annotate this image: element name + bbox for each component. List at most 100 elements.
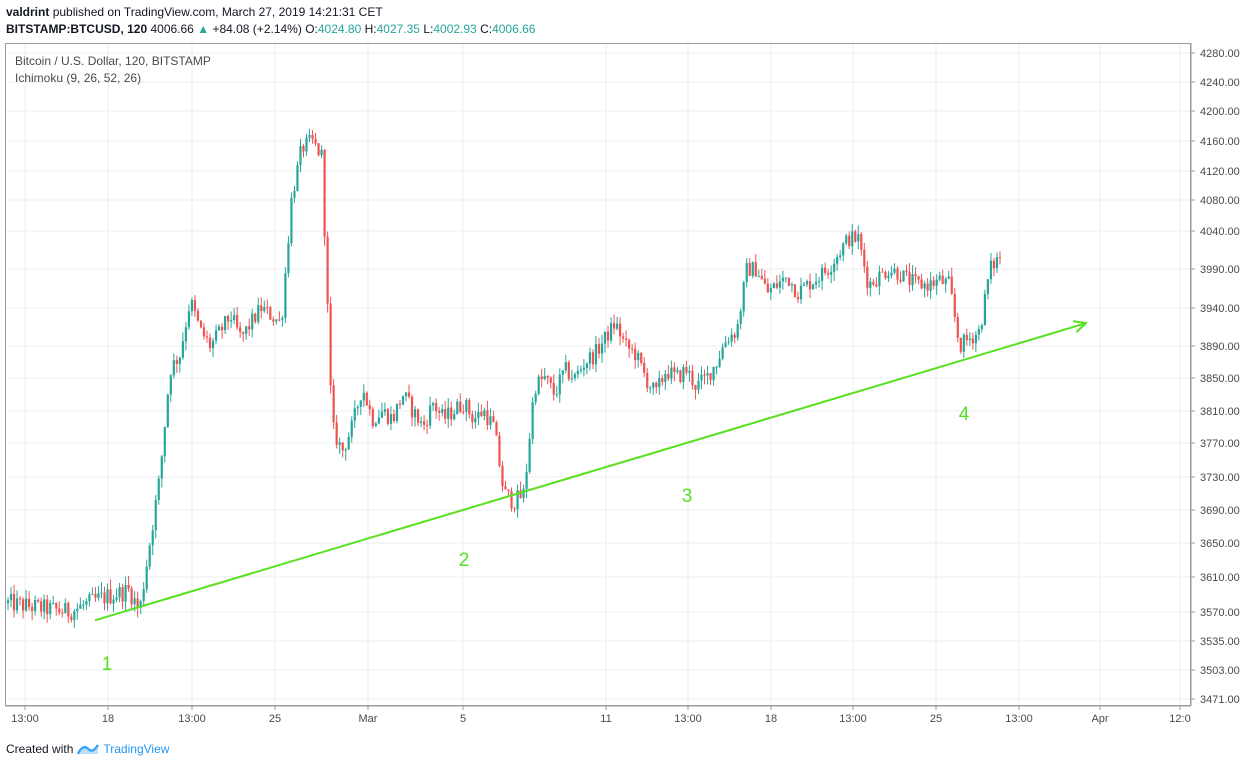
candle-body xyxy=(404,392,408,397)
candle-body xyxy=(356,406,359,409)
y-tick-label: 3610.00 xyxy=(1200,572,1240,584)
candle-body xyxy=(21,599,25,611)
candle-body xyxy=(552,382,555,395)
candle-body xyxy=(498,435,501,466)
candle-body xyxy=(655,382,658,388)
candle-body xyxy=(332,385,335,423)
candle-body xyxy=(341,442,344,451)
candle-body xyxy=(588,352,592,364)
candle-body xyxy=(257,305,260,322)
candle-body xyxy=(745,262,748,283)
candle-body xyxy=(956,316,959,338)
candle-body xyxy=(748,262,751,276)
candle-body xyxy=(362,392,365,401)
y-tick-label: 4040.00 xyxy=(1200,226,1240,238)
x-tick-label: 18 xyxy=(765,713,777,725)
swing-point-label: 4 xyxy=(959,404,970,425)
candle-body xyxy=(76,608,79,612)
y-tick-label: 3990.00 xyxy=(1200,264,1240,276)
candle-body xyxy=(778,281,781,288)
candle-body xyxy=(380,411,383,418)
candle-body xyxy=(82,604,85,606)
candle-body xyxy=(477,411,480,419)
candle-body xyxy=(18,598,22,600)
candle-body xyxy=(866,266,869,288)
candle-body xyxy=(266,307,269,309)
y-tick-label: 3650.00 xyxy=(1200,538,1240,550)
y-tick-label: 4200.00 xyxy=(1200,106,1240,118)
candle-body xyxy=(374,423,377,427)
trendline-group xyxy=(94,320,1089,622)
candle-body xyxy=(814,281,818,285)
swing-point-label: 3 xyxy=(682,486,693,507)
candle-body xyxy=(667,374,670,379)
candle-body xyxy=(995,257,999,269)
y-tick-label: 3503.00 xyxy=(1200,665,1240,677)
candle-body xyxy=(570,378,573,380)
candle-body xyxy=(736,324,739,338)
candle-body xyxy=(718,358,721,367)
candle-body xyxy=(564,362,567,371)
candle-body xyxy=(908,272,911,286)
candle-body xyxy=(805,281,809,285)
candle-body xyxy=(926,283,929,291)
support-trendline xyxy=(94,322,1087,622)
published-text: published on TradingView.com, March 27, … xyxy=(52,5,383,19)
candle-body xyxy=(763,278,766,284)
candle-body xyxy=(682,367,685,383)
candle-body xyxy=(555,394,558,396)
candle-body xyxy=(709,373,712,381)
candle-body xyxy=(842,243,845,256)
candle-body xyxy=(730,334,733,342)
candle-body xyxy=(211,340,215,349)
candle-body xyxy=(438,411,441,413)
candle-body xyxy=(703,374,706,376)
x-tick-label: 18 xyxy=(102,713,114,725)
candle-body xyxy=(55,603,58,609)
candle-body xyxy=(676,370,679,372)
candle-body xyxy=(130,588,133,605)
brand-link[interactable]: TradingView xyxy=(103,742,170,756)
close-label: C: xyxy=(480,22,493,36)
candle-body xyxy=(833,263,836,272)
candle-body xyxy=(97,593,100,598)
candle-body xyxy=(236,315,239,328)
candle-body xyxy=(848,235,851,247)
y-tick-label: 3730.00 xyxy=(1200,472,1240,484)
publish-info: valdrint published on TradingView.com, M… xyxy=(6,5,383,19)
candle-body xyxy=(504,486,507,490)
candle-body xyxy=(64,602,67,614)
candle-body xyxy=(688,370,691,373)
y-tick-label: 3690.00 xyxy=(1200,505,1240,517)
open-label: O: xyxy=(305,22,318,36)
x-tick-label: 5 xyxy=(460,713,466,725)
candle-body xyxy=(525,471,528,489)
candle-body xyxy=(139,601,142,609)
candle-body xyxy=(887,275,890,279)
author-name[interactable]: valdrint xyxy=(6,5,50,19)
swing-point-label: 2 xyxy=(459,550,470,571)
candle-body xyxy=(769,288,772,293)
candle-body xyxy=(793,284,797,297)
candle-body xyxy=(612,323,616,329)
candle-body xyxy=(419,421,423,423)
indicator-label[interactable]: Ichimoku (9, 26, 52, 26) xyxy=(15,71,142,85)
candle-body xyxy=(290,197,293,244)
candle-body xyxy=(148,545,151,567)
candle-body xyxy=(335,422,338,445)
candle-body xyxy=(751,262,754,276)
candle-body xyxy=(441,409,444,413)
candle-body xyxy=(453,413,456,420)
candle-body xyxy=(938,275,941,280)
candle-body xyxy=(932,280,935,286)
candle-body xyxy=(561,370,564,375)
candle-body xyxy=(94,593,97,598)
candle-body xyxy=(426,424,429,426)
candle-body xyxy=(661,378,664,382)
candle-body xyxy=(281,317,284,320)
candle-body xyxy=(422,421,426,425)
candle-body xyxy=(136,598,139,609)
candle-body xyxy=(585,363,589,368)
candle-body xyxy=(872,281,875,285)
